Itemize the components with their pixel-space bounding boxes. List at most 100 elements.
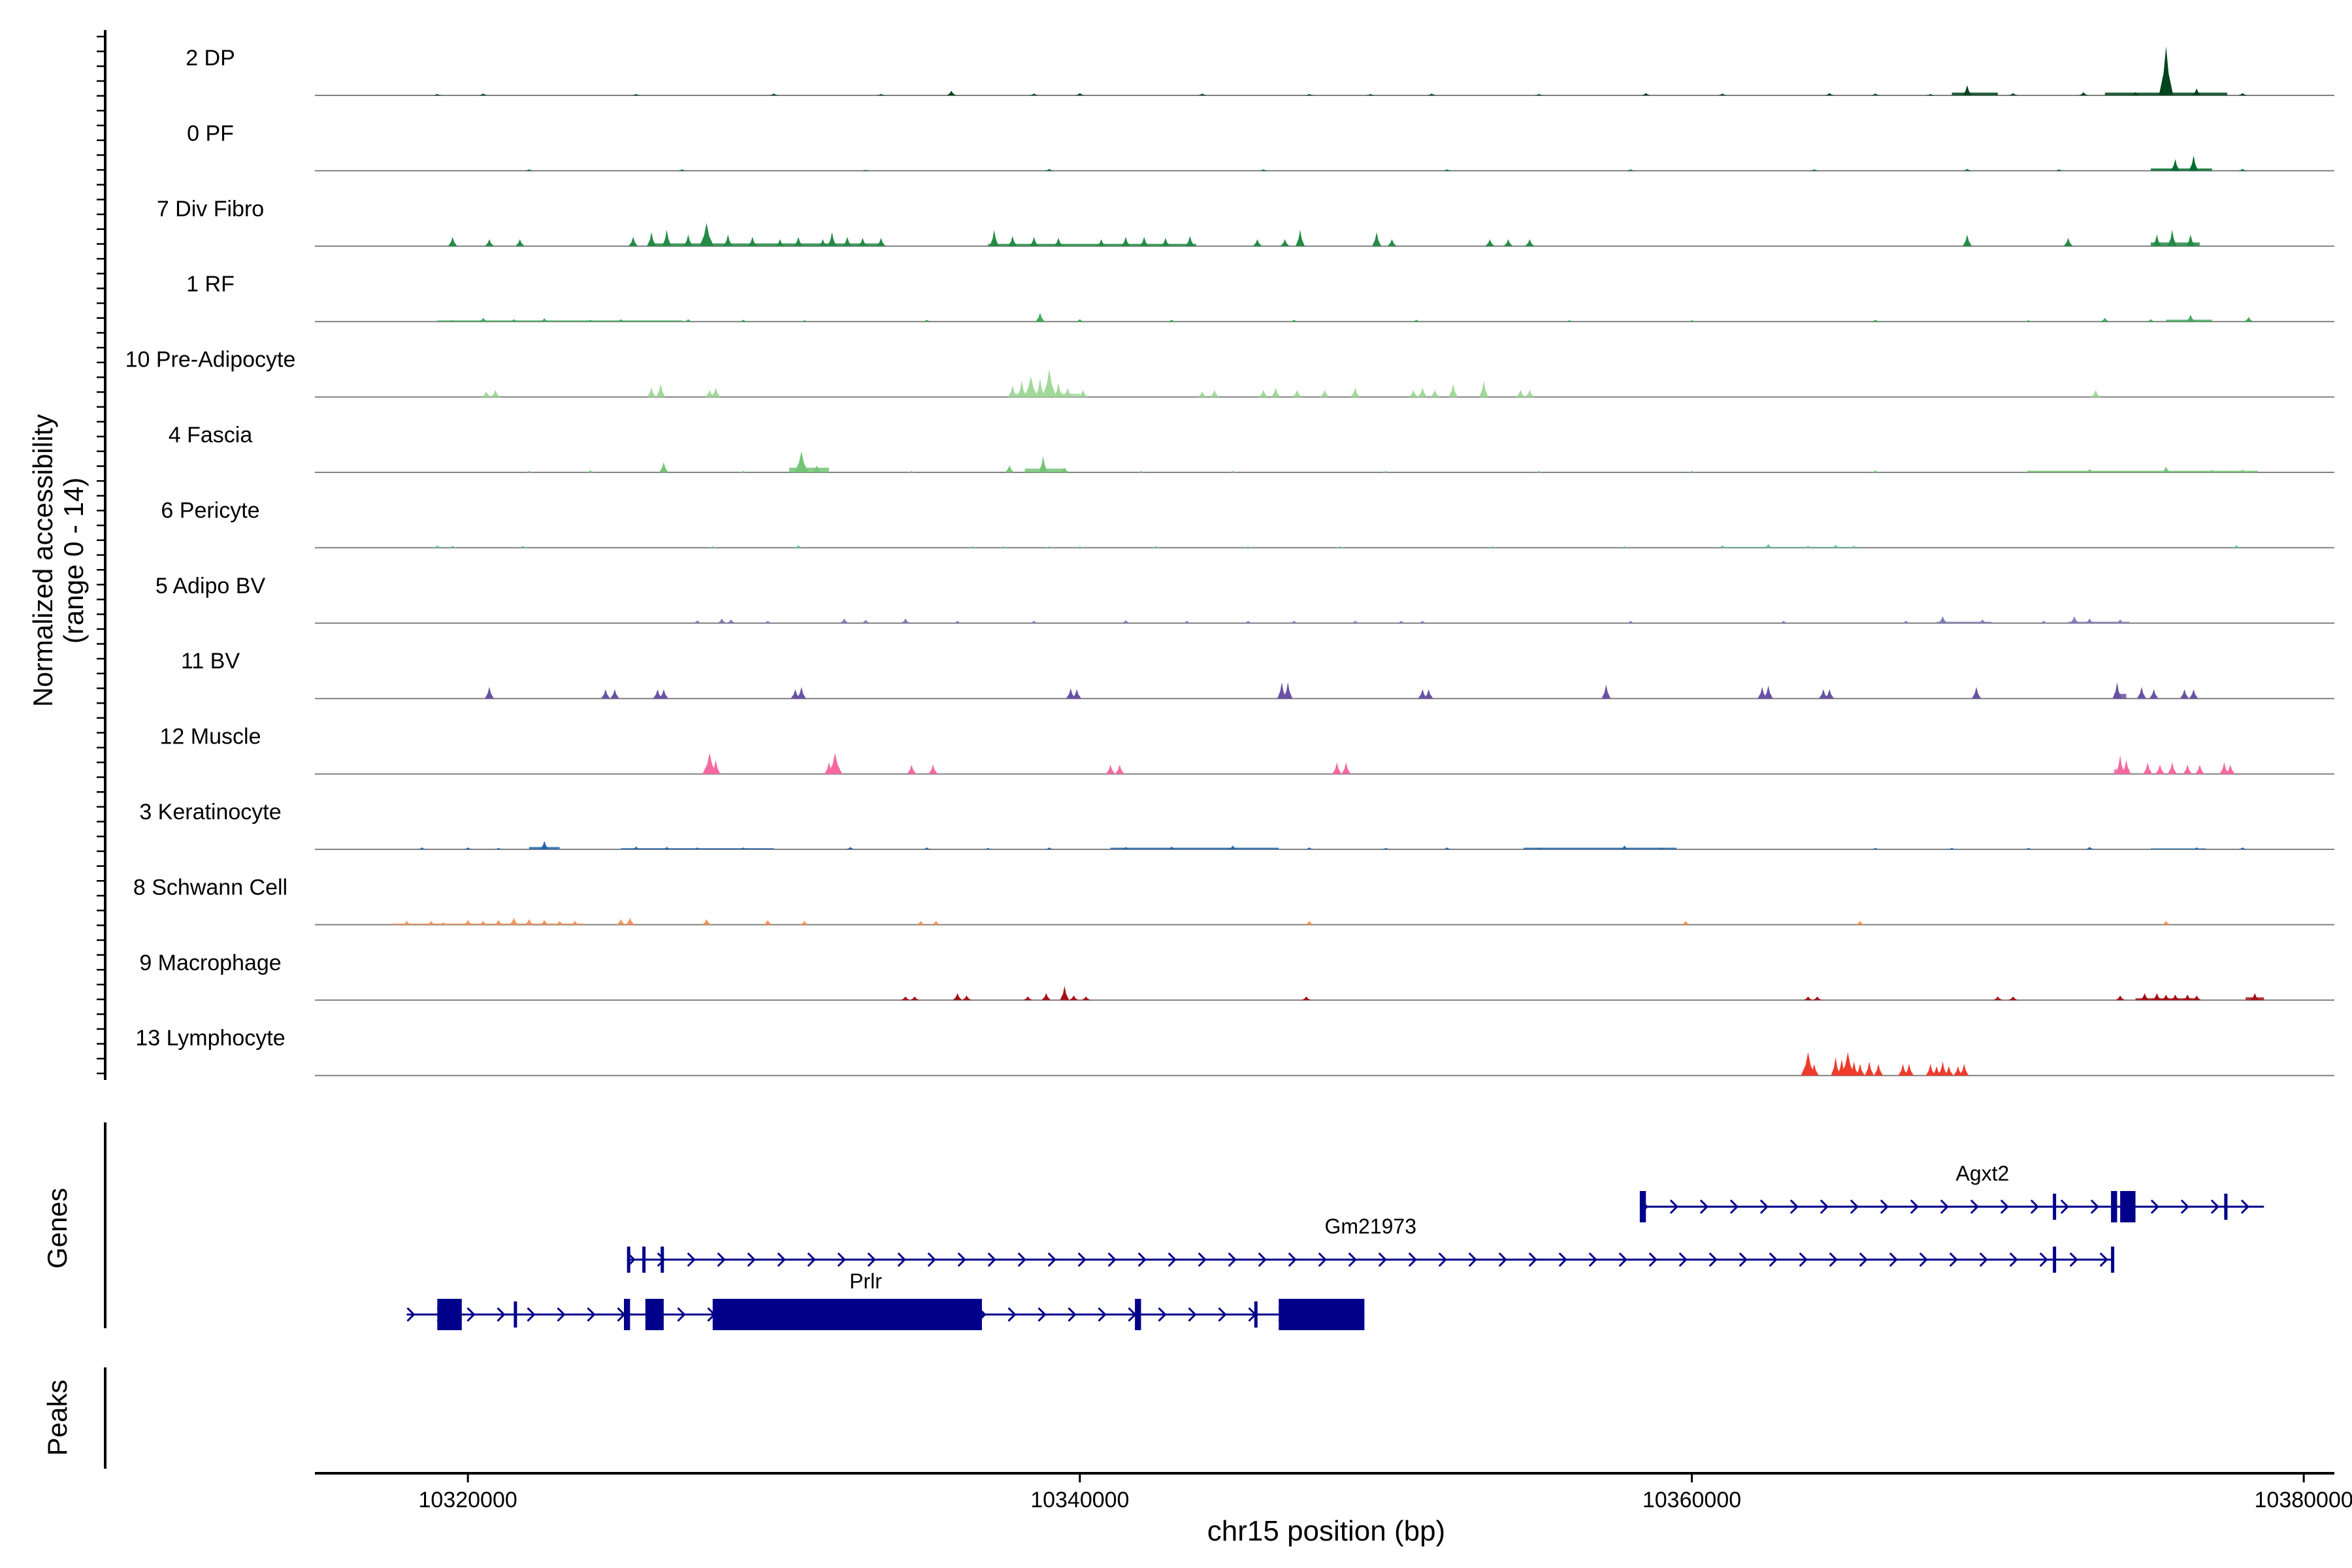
coverage-peak bbox=[1874, 1064, 1884, 1076]
coverage-peak bbox=[1007, 236, 1017, 246]
coverage-peak bbox=[1115, 764, 1124, 774]
coverage-peak bbox=[2161, 921, 2171, 925]
strand-chevron bbox=[1137, 1252, 1147, 1267]
strand-chevron bbox=[527, 1307, 536, 1322]
coverage-peak bbox=[1718, 545, 1727, 548]
gene-exon bbox=[712, 1299, 982, 1330]
strand-chevron bbox=[1919, 1252, 1928, 1267]
coverage-peak bbox=[2023, 320, 2033, 322]
coverage-peak bbox=[947, 90, 956, 95]
strand-chevron bbox=[1949, 1252, 1958, 1267]
coverage-peak bbox=[2159, 46, 2174, 95]
coverage-peak bbox=[2185, 314, 2195, 322]
coverage-peak bbox=[1045, 169, 1054, 171]
coverage-peak bbox=[1625, 621, 1635, 623]
track-label: 4 Fascia bbox=[169, 423, 253, 448]
coverage-peak bbox=[1525, 389, 1535, 397]
coverage-track: 2 DP bbox=[186, 46, 2334, 96]
coverage-peak bbox=[1620, 546, 1629, 548]
coverage-peak bbox=[827, 232, 837, 246]
strand-chevron bbox=[867, 1252, 876, 1267]
strand-chevron bbox=[1498, 1252, 1507, 1267]
coverage-peak bbox=[1289, 319, 1299, 322]
gene-exon bbox=[624, 1299, 630, 1330]
coverage-peak bbox=[417, 847, 427, 849]
gene-exon bbox=[2120, 1191, 2136, 1222]
coverage-peak bbox=[2207, 470, 2217, 472]
coverage-peak bbox=[683, 319, 693, 322]
coverage-peak bbox=[518, 546, 528, 548]
coverage-peak bbox=[1963, 169, 1972, 171]
coverage-peak bbox=[1252, 239, 1262, 246]
coverage-peak bbox=[1320, 389, 1330, 397]
coverage-peak bbox=[1277, 682, 1286, 699]
coverage-shoulder bbox=[391, 923, 585, 925]
coverage-track: 1 RF bbox=[186, 272, 2334, 323]
coverage-peak bbox=[1387, 239, 1397, 246]
coverage-peak bbox=[900, 996, 910, 1000]
coverage-peak bbox=[1054, 237, 1064, 246]
coverage-peak bbox=[861, 619, 870, 623]
coverage-peak bbox=[585, 319, 595, 322]
coverage-peak bbox=[433, 545, 442, 548]
track-label: 9 Macrophage bbox=[139, 951, 281, 975]
strand-chevron bbox=[497, 1307, 506, 1322]
coverage-peak bbox=[1898, 1064, 1908, 1076]
coverage-peak bbox=[842, 237, 852, 246]
coverage-track: 11 BV bbox=[181, 649, 2334, 700]
track-label: 2 DP bbox=[186, 46, 235, 71]
coverage-peak bbox=[953, 621, 962, 623]
coverage-shoulder bbox=[2068, 621, 2130, 623]
coverage-peak bbox=[1121, 237, 1131, 246]
strand-chevron bbox=[2009, 1252, 2018, 1267]
strand-chevron bbox=[1769, 1252, 1778, 1267]
coverage-peak bbox=[922, 847, 932, 849]
coverage-peak bbox=[1035, 378, 1045, 397]
coverage-shoulder bbox=[1936, 621, 1992, 623]
coverage-peak bbox=[2069, 616, 2079, 623]
strand-chevron bbox=[1648, 1252, 1658, 1267]
coverage-peak bbox=[1641, 93, 1651, 95]
strand-chevron bbox=[1588, 1252, 1597, 1267]
coverage-peak bbox=[711, 387, 721, 397]
coverage-peak bbox=[448, 320, 457, 322]
coverage-peak bbox=[1812, 996, 1822, 1000]
gene-exon bbox=[2053, 1247, 2057, 1273]
coverage-peak bbox=[1953, 1066, 1963, 1076]
strand-chevron bbox=[807, 1252, 816, 1267]
gene-annotation-track: Agxt2 Gm21973 Prlr bbox=[104, 1122, 2264, 1469]
coverage-peak bbox=[659, 462, 668, 472]
coverage-peak bbox=[1831, 1056, 1840, 1076]
strand-chevron bbox=[1408, 1252, 1417, 1267]
coverage-peak bbox=[2244, 317, 2253, 322]
strand-chevron bbox=[1829, 1252, 1838, 1267]
coverage-peak bbox=[1081, 996, 1091, 1000]
strand-chevron bbox=[1158, 1307, 1167, 1322]
coverage-peak bbox=[1625, 169, 1635, 171]
coverage-peak bbox=[2161, 466, 2171, 472]
coverage-peak bbox=[463, 847, 473, 849]
coverage-peak bbox=[2115, 755, 2125, 774]
coverage-peak bbox=[983, 847, 993, 849]
coverage-peak bbox=[2167, 762, 2177, 774]
genes-panel-title: Genes bbox=[42, 1188, 73, 1269]
strand-chevron bbox=[1850, 1199, 1859, 1215]
coverage-shoulder bbox=[2151, 168, 2212, 171]
coverage-peak bbox=[1305, 93, 1315, 95]
coverage-peak bbox=[1488, 546, 1498, 548]
coverage-peak bbox=[1292, 389, 1302, 397]
gene-exon bbox=[2053, 1194, 2057, 1220]
coverage-peak bbox=[2170, 159, 2180, 171]
track-label: 11 BV bbox=[181, 649, 240, 674]
coverage-peak bbox=[540, 318, 549, 322]
coverage-peak bbox=[1029, 621, 1039, 623]
coverage-peak bbox=[647, 232, 657, 246]
coverage-peak bbox=[1427, 93, 1437, 95]
x-axis-tick-label: 10380000 bbox=[2255, 1488, 2352, 1512]
x-axis-tick-label: 10360000 bbox=[1642, 1488, 1741, 1512]
coverage-peak bbox=[1075, 546, 1085, 548]
coverage-peak bbox=[2152, 993, 2162, 1000]
coverage-peak bbox=[1442, 847, 1452, 849]
peaks-panel-title: Peaks bbox=[42, 1380, 73, 1456]
